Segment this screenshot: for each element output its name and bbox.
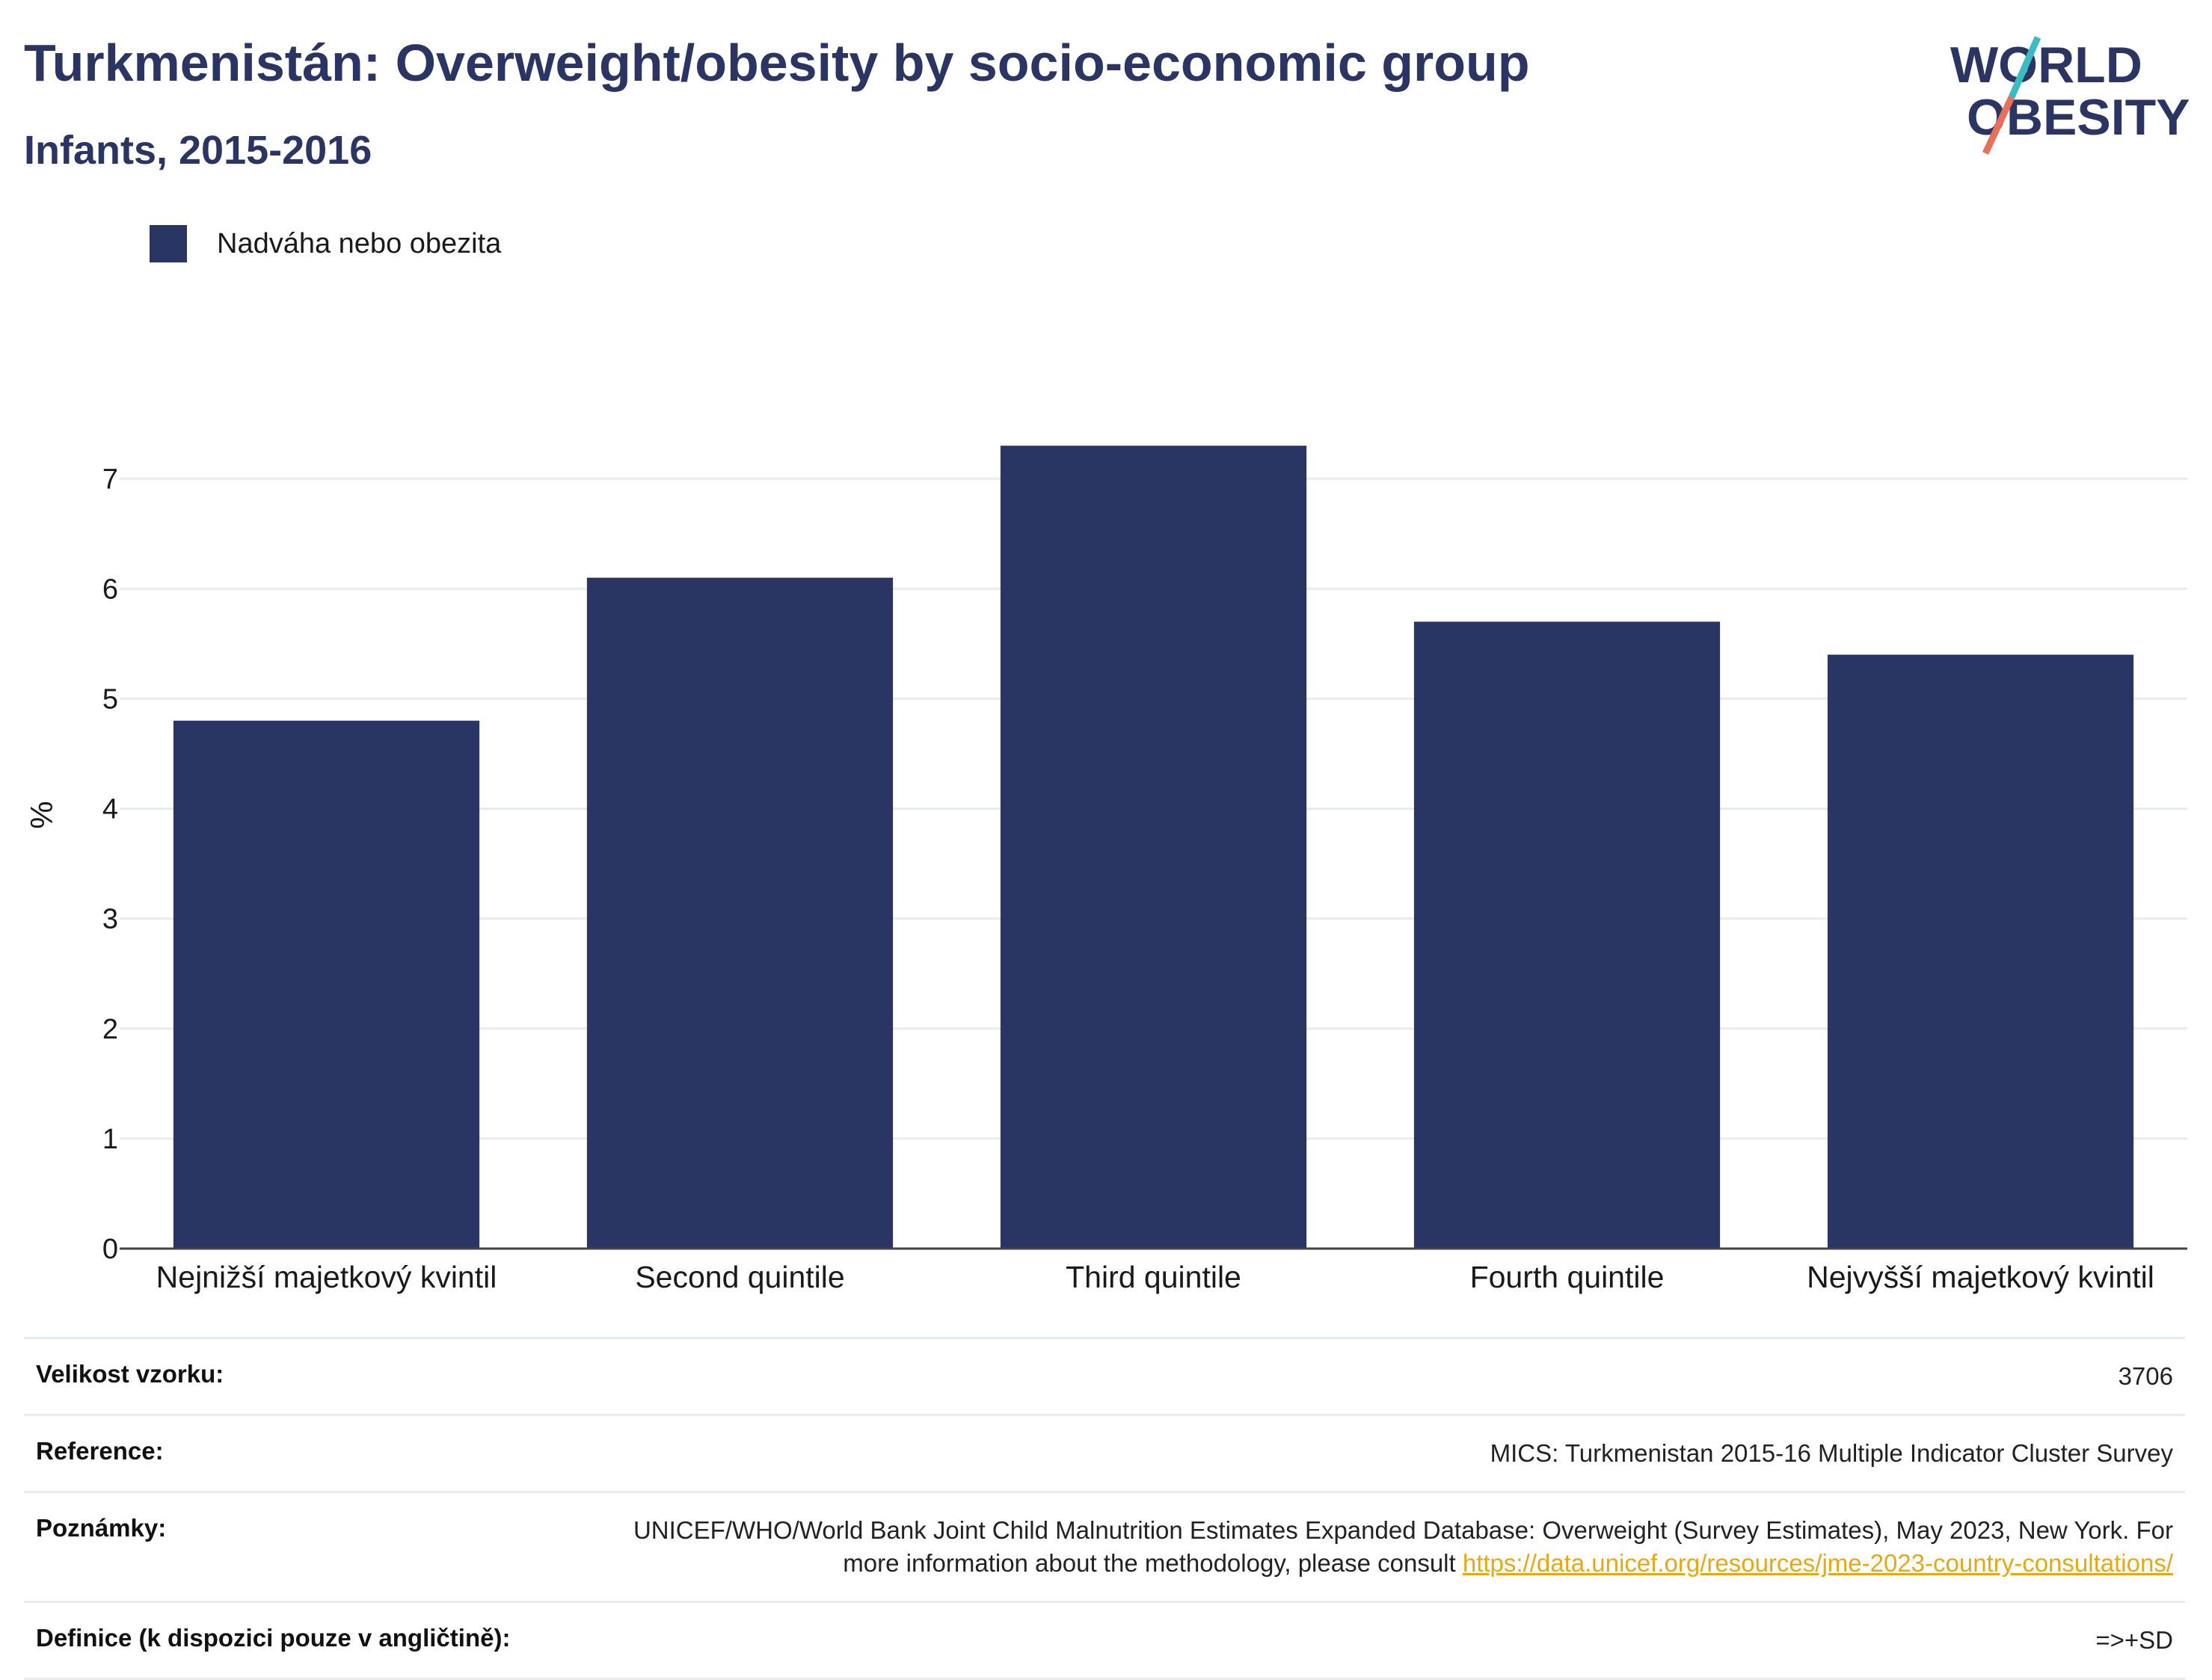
chart-subtitle: Infants, 2015-2016 xyxy=(24,128,372,173)
bar[interactable] xyxy=(173,720,480,1249)
world-obesity-logo: WORLD OBESITY xyxy=(1950,36,2190,155)
bar[interactable] xyxy=(1413,621,1721,1249)
bar[interactable] xyxy=(1000,446,1307,1249)
info-row-sample-size: Velikost vzorku: 3706 xyxy=(24,1337,2185,1414)
y-axis-title: % xyxy=(24,801,59,828)
reference-value: MICS: Turkmenistan 2015-16 Multiple Indi… xyxy=(1490,1439,2173,1467)
x-tick-label: Fourth quintile xyxy=(1470,1260,1665,1294)
sample-size-value: 3706 xyxy=(2118,1362,2173,1390)
sample-size-label: Velikost vzorku: xyxy=(36,1360,224,1388)
chart-title: Turkmenistán: Overweight/obesity by soci… xyxy=(24,34,1530,92)
reference-label: Reference: xyxy=(36,1437,164,1465)
bar[interactable] xyxy=(586,577,894,1249)
info-row-reference: Reference: MICS: Turkmenistan 2015-16 Mu… xyxy=(24,1414,2185,1491)
info-row-definition: Definice (k dispozici pouze v angličtině… xyxy=(24,1601,2185,1680)
y-tick-label: 4 xyxy=(102,794,118,825)
bar-chart: 0 1 2 3 4 5 6 7 Nejnižší majetkový kvintil Secon… xyxy=(24,446,2187,1294)
notes-value: UNICEF/WHO/World Bank Joint Child Malnut… xyxy=(618,1514,2173,1580)
legend-label: Nadváha nebo obezita xyxy=(217,227,502,259)
x-tick-label: Third quintile xyxy=(1066,1260,1241,1294)
logo-line-1: WORLD xyxy=(1950,37,2142,93)
chart-legend: Nadváha nebo obezita xyxy=(150,223,501,265)
y-tick-label: 6 xyxy=(102,573,118,605)
y-tick-label: 0 xyxy=(102,1234,118,1265)
bars xyxy=(173,446,2134,1249)
info-table: Velikost vzorku: 3706 Reference: MICS: T… xyxy=(24,1337,2185,1680)
y-axis-ticks: 0 1 2 3 4 5 6 7 xyxy=(102,464,118,1265)
y-tick-label: 3 xyxy=(102,904,118,935)
x-tick-label: Second quintile xyxy=(635,1260,844,1294)
logo-slash-bottom xyxy=(1982,96,2015,155)
info-row-notes: Poznámky: UNICEF/WHO/World Bank Joint Ch… xyxy=(24,1491,2185,1601)
y-tick-label: 1 xyxy=(102,1124,118,1155)
notes-text: UNICEF/WHO/World Bank Joint Child Malnut… xyxy=(633,1516,2173,1577)
y-tick-label: 2 xyxy=(102,1014,118,1045)
definition-label: Definice (k dispozici pouze v angličtině… xyxy=(36,1624,511,1652)
legend-swatch xyxy=(150,225,187,262)
y-tick-label: 7 xyxy=(102,464,118,495)
notes-label: Poznámky: xyxy=(36,1514,167,1542)
x-tick-label: Nejnižší majetkový kvintil xyxy=(156,1260,497,1294)
logo-slash-top xyxy=(2008,36,2042,99)
definition-value: =>+SD xyxy=(2095,1626,2173,1654)
methodology-link[interactable]: https://data.unicef.org/resources/jme-20… xyxy=(1462,1549,2173,1577)
y-tick-label: 5 xyxy=(102,683,118,715)
x-tick-label: Nejvyšší majetkový kvintil xyxy=(1807,1260,2154,1294)
bar[interactable] xyxy=(1827,654,2134,1249)
x-axis-labels: Nejnižší majetkový kvintil Second quintil… xyxy=(156,1260,2154,1294)
